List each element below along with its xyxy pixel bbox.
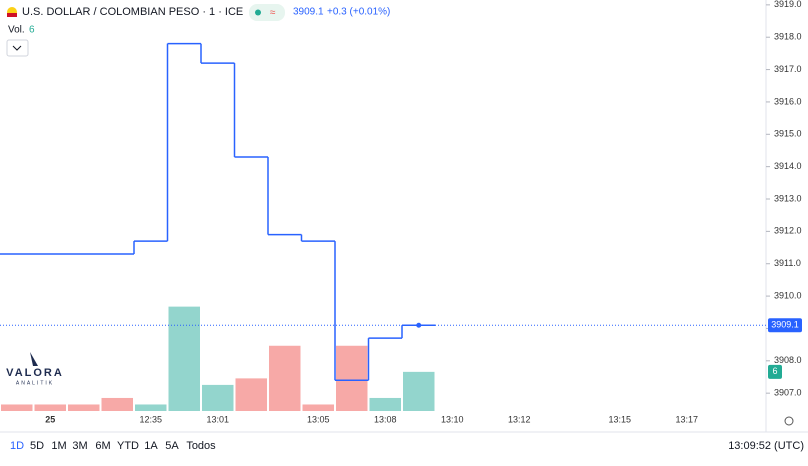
y-tick-label: 3911.0 — [774, 258, 801, 268]
volume-bar — [168, 306, 200, 411]
timeframe-button[interactable]: 1D — [10, 440, 24, 452]
status-dot — [255, 9, 261, 16]
volume-tag-label: 6 — [772, 366, 777, 376]
volume-bar — [101, 397, 133, 411]
collapse-icon — [12, 45, 22, 51]
status-icon: ≈ — [270, 8, 276, 19]
y-tick-label: 3913.0 — [774, 193, 802, 203]
clock: 13:09:52 (UTC) — [728, 440, 804, 452]
volume-bar — [68, 404, 100, 411]
price-change: +0.3 (+0.01%) — [327, 7, 390, 18]
timeframe-button[interactable]: 6M — [95, 440, 110, 452]
x-tick-label: 13:01 — [206, 414, 229, 424]
settings-icon[interactable] — [784, 416, 794, 426]
x-tick-label: 13:08 — [374, 414, 397, 424]
collapse-button[interactable] — [6, 39, 29, 57]
toolbar: 1D 5D 1M 3M 6M YTD 1A 5A Todos — [10, 440, 216, 452]
y-tick-label: 3907.0 — [774, 388, 802, 398]
logo-mark — [30, 352, 38, 366]
logo-name: VALORA — [6, 367, 64, 379]
volume-bar — [34, 404, 66, 411]
volume-bar — [302, 404, 334, 411]
y-tick-label: 3917.0 — [774, 64, 802, 74]
price-tag — [768, 318, 802, 333]
y-tick-label: 3910.0 — [774, 290, 802, 300]
y-tick-label: 3918.0 — [774, 32, 802, 42]
volume-bar — [235, 378, 267, 411]
y-tick-label: 3919.0 — [774, 0, 802, 9]
x-tick-label: 13:10 — [441, 414, 464, 424]
timeframe-button[interactable]: Todos — [186, 440, 216, 452]
price-tag-label: 3909.1 — [771, 320, 799, 330]
volume-bar — [336, 345, 368, 411]
plot: 3907.03908.03909.03910.03911.03912.03913… — [0, 0, 802, 424]
volume-bar — [1, 404, 33, 411]
y-tick-label: 3912.0 — [774, 226, 802, 236]
volume-value: 6 — [29, 25, 35, 36]
status-toggle[interactable] — [249, 4, 285, 21]
x-tick-label: 12:35 — [139, 414, 162, 424]
x-tick-label: 25 — [45, 414, 55, 424]
last-price: 3909.1 — [293, 7, 324, 18]
timeframe-button[interactable]: 5A — [165, 440, 179, 452]
timeframe-button[interactable]: 3M — [72, 440, 87, 452]
x-tick-label: 13:17 — [675, 414, 698, 424]
timeframe-button[interactable]: 1A — [144, 440, 158, 452]
timeframe-button[interactable]: 5D — [30, 440, 44, 452]
volume-label: Vol. — [8, 25, 25, 36]
last-point — [416, 322, 422, 328]
x-tick-label: 13:12 — [508, 414, 531, 424]
logo-tagline: ANALITIK — [16, 380, 54, 386]
symbol-title: U.S. DOLLAR / COLOMBIAN PESO · 1 · ICE — [22, 6, 243, 18]
flag-icon — [7, 13, 17, 17]
x-tick-label: 13:05 — [307, 414, 330, 424]
volume-bar — [202, 384, 234, 411]
volume-bar — [135, 404, 167, 411]
volume-bar — [403, 371, 435, 411]
y-tick-label: 3908.0 — [774, 355, 802, 365]
timeframe-button[interactable]: YTD — [117, 440, 139, 452]
volume-tag — [768, 364, 782, 379]
x-tick-label: 13:15 — [608, 414, 631, 424]
volume-bar — [369, 397, 401, 411]
y-tick-label: 3915.0 — [774, 129, 802, 139]
volume-bar — [269, 345, 301, 411]
timeframe-button[interactable]: 1M — [51, 440, 66, 452]
y-tick-label: 3914.0 — [774, 161, 802, 171]
y-tick-label: 3916.0 — [774, 96, 802, 106]
